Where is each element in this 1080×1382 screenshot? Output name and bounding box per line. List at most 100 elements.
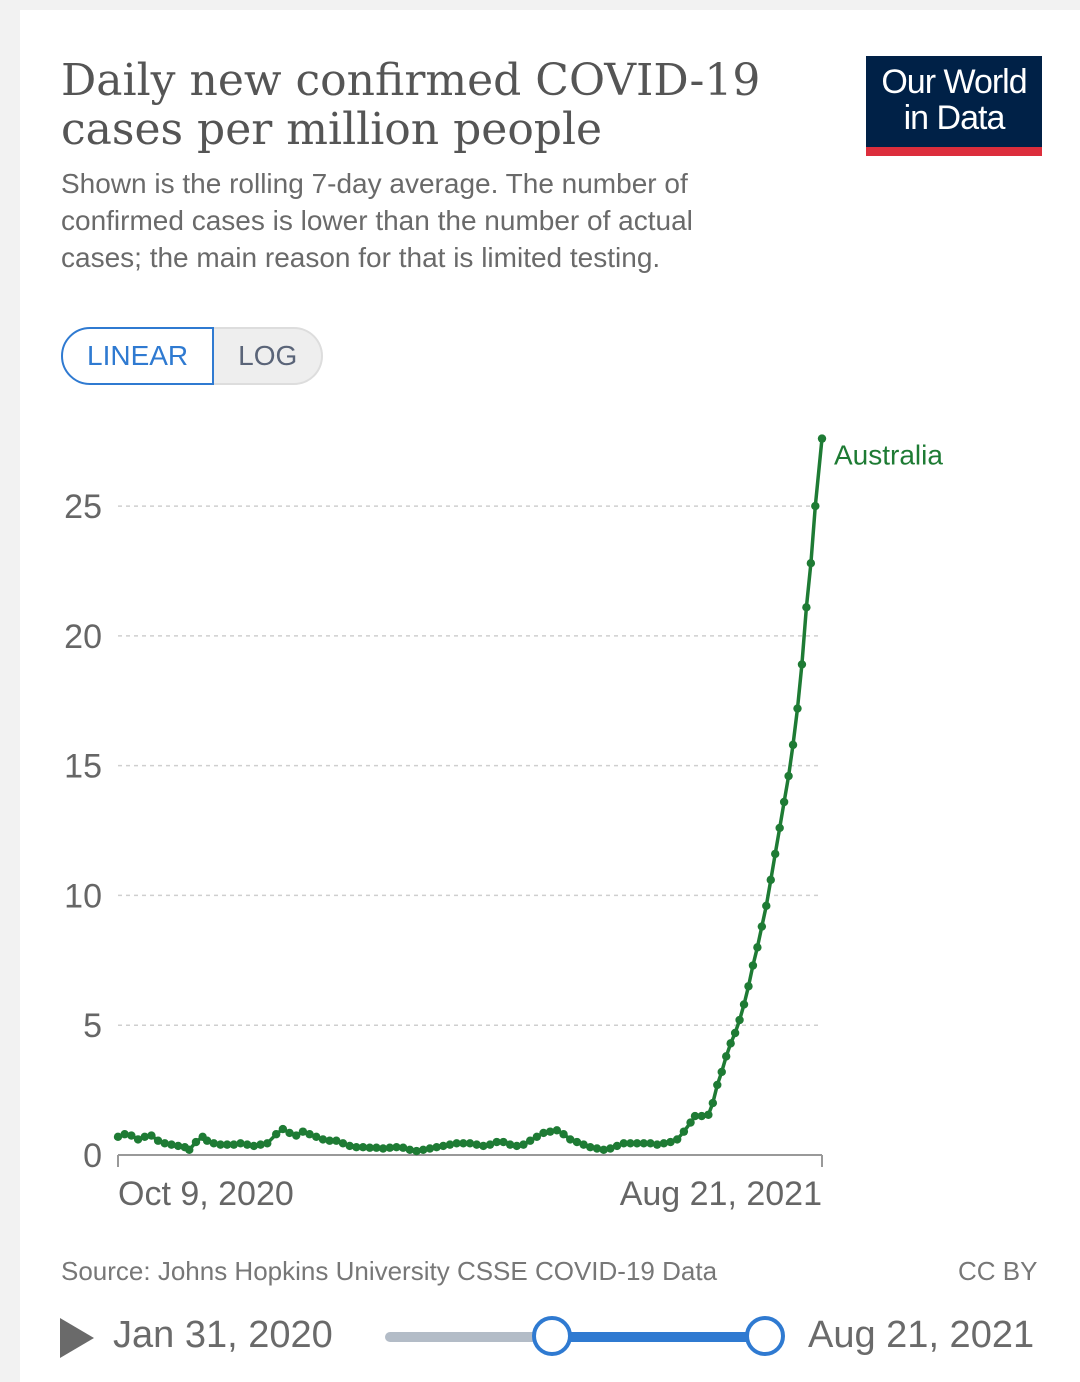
data-point <box>679 1127 689 1136</box>
data-point <box>222 1140 232 1149</box>
timeline-end-label: Aug 21, 2021 <box>808 1314 1035 1356</box>
data-point <box>160 1139 169 1148</box>
data-point <box>666 1137 675 1147</box>
data-point <box>479 1141 488 1151</box>
data-point <box>405 1145 415 1155</box>
series-line-australia <box>117 438 824 1153</box>
data-point <box>305 1130 314 1139</box>
data-point <box>332 1136 341 1145</box>
data-point <box>271 1130 281 1139</box>
data-point <box>153 1136 163 1145</box>
data-point <box>730 1028 740 1038</box>
data-point <box>788 740 798 750</box>
data-point <box>492 1137 501 1147</box>
data-point <box>525 1136 535 1145</box>
data-point <box>485 1140 495 1149</box>
data-point <box>425 1144 435 1153</box>
data-point <box>338 1139 348 1148</box>
source-note[interactable]: Source: Johns Hopkins University CSSE CO… <box>61 1256 718 1286</box>
y-tick-label: 20 <box>64 618 102 656</box>
data-point <box>779 797 789 807</box>
data-point <box>236 1139 245 1148</box>
x-tick-label-start: Oct 9, 2020 <box>118 1175 294 1213</box>
data-point <box>771 849 780 859</box>
data-point <box>432 1143 441 1152</box>
data-point <box>191 1137 201 1147</box>
data-point <box>559 1130 568 1139</box>
chart-subtitle: Shown is the rolling 7-day average. The … <box>61 168 693 273</box>
data-point <box>612 1141 622 1151</box>
license-link[interactable]: CC BY <box>958 1256 1038 1286</box>
data-point <box>739 1000 749 1009</box>
data-point <box>398 1143 408 1152</box>
y-tick-label: 10 <box>64 877 102 915</box>
data-point <box>586 1143 595 1152</box>
data-point <box>726 1039 735 1048</box>
data-point <box>619 1139 628 1148</box>
data-point <box>708 1098 718 1108</box>
data-point <box>672 1135 682 1144</box>
timeline-slider: Jan 31, 2020 Aug 21, 2021 <box>20 1300 1080 1382</box>
data-point <box>352 1143 361 1152</box>
data-point <box>325 1136 334 1145</box>
play-icon[interactable] <box>60 1318 94 1358</box>
series-label-australia: Australia <box>834 440 943 471</box>
data-point <box>505 1140 515 1149</box>
data-point <box>704 1110 713 1119</box>
data-point <box>566 1135 575 1144</box>
timeline-end-handle[interactable] <box>745 1316 785 1356</box>
data-point <box>572 1137 582 1147</box>
data-point <box>372 1143 381 1152</box>
data-point <box>445 1140 455 1149</box>
data-point <box>439 1141 448 1151</box>
data-point <box>229 1140 239 1149</box>
data-point <box>392 1143 401 1152</box>
data-point <box>278 1124 288 1134</box>
data-point <box>459 1139 468 1148</box>
data-point <box>552 1126 562 1135</box>
data-point <box>519 1140 528 1149</box>
timeline-start-label: Jan 31, 2020 <box>113 1314 333 1356</box>
data-point <box>722 1052 731 1061</box>
data-point <box>419 1145 428 1155</box>
data-point <box>793 704 802 713</box>
owid-logo[interactable]: Our World in Data <box>866 56 1042 156</box>
y-tick-label: 5 <box>83 1007 102 1045</box>
data-point <box>606 1144 615 1153</box>
data-point <box>806 558 816 568</box>
data-point <box>140 1132 149 1142</box>
data-point <box>499 1137 508 1147</box>
data-point <box>298 1127 308 1136</box>
data-point <box>318 1135 328 1144</box>
data-point <box>512 1141 521 1151</box>
data-point <box>312 1132 321 1142</box>
timeline-selected-range <box>552 1332 765 1342</box>
data-point <box>626 1139 635 1148</box>
data-point <box>147 1131 156 1140</box>
data-point <box>652 1140 662 1149</box>
data-point <box>817 434 827 443</box>
chart-title: Daily new confirmed COVID-19 cases per m… <box>61 55 761 155</box>
data-point <box>539 1128 548 1138</box>
timeline-start-handle[interactable] <box>532 1316 573 1356</box>
y-tick-label: 15 <box>64 748 102 786</box>
data-point <box>775 823 784 833</box>
log-scale-button[interactable]: LOG <box>214 327 324 385</box>
data-point <box>757 922 767 931</box>
data-point <box>133 1135 143 1144</box>
data-point <box>713 1080 722 1090</box>
data-point <box>599 1145 608 1155</box>
data-point <box>659 1139 669 1148</box>
data-point <box>802 603 811 612</box>
data-point <box>766 875 775 885</box>
data-point <box>256 1140 265 1149</box>
data-point <box>646 1139 655 1148</box>
data-point <box>249 1141 259 1151</box>
data-point <box>185 1145 194 1155</box>
data-point <box>202 1136 212 1145</box>
data-point <box>465 1139 475 1148</box>
linear-scale-button[interactable]: LINEAR <box>61 327 215 385</box>
data-point <box>120 1130 129 1139</box>
data-point <box>216 1140 225 1149</box>
logo-line-1: Our World <box>881 63 1027 101</box>
